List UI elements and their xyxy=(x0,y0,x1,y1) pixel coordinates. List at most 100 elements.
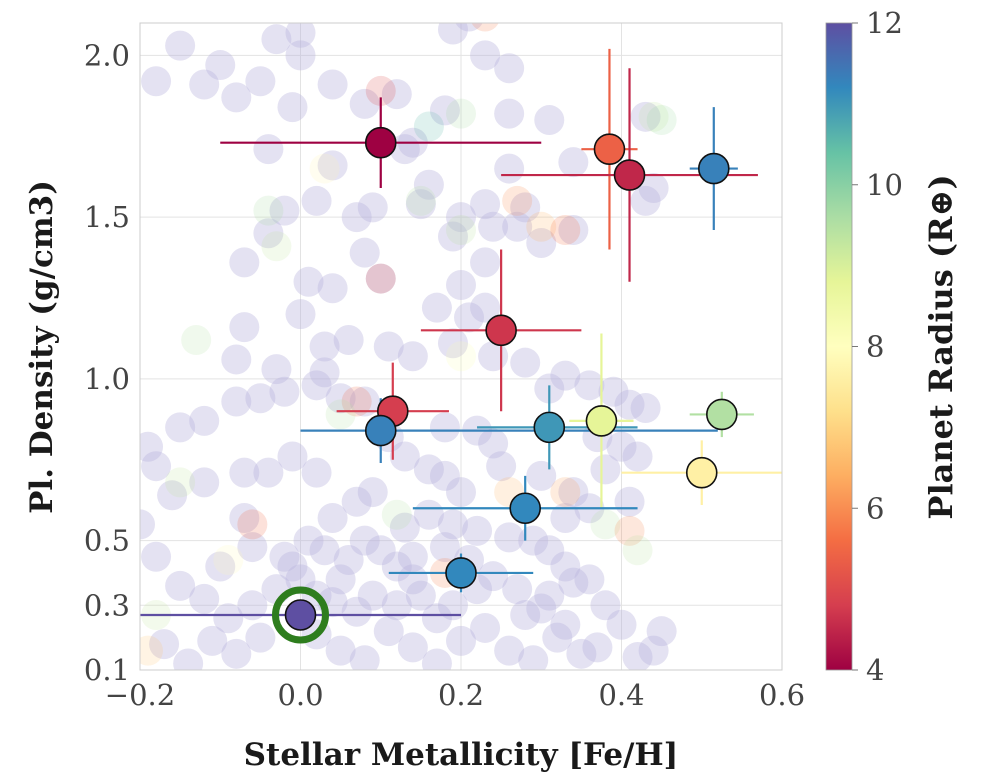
background-point xyxy=(157,480,188,511)
background-point xyxy=(510,347,541,378)
background-point-colored xyxy=(365,263,396,294)
background-point xyxy=(189,583,220,614)
data-point xyxy=(364,126,397,159)
background-point-colored xyxy=(341,386,372,417)
background-point-colored xyxy=(502,185,533,216)
background-point xyxy=(446,270,476,301)
background-point xyxy=(622,642,653,670)
background-point xyxy=(325,564,356,595)
background-point xyxy=(357,477,388,508)
background-point xyxy=(221,82,252,113)
background-point xyxy=(221,638,252,669)
background-point xyxy=(197,625,228,656)
background-point xyxy=(325,383,356,414)
background-point xyxy=(189,405,220,436)
y-axis-title: Pl. Density (g/cm3) xyxy=(24,180,60,514)
background-point xyxy=(494,53,525,84)
background-point xyxy=(534,535,565,566)
background-point xyxy=(421,603,452,634)
background-point xyxy=(237,590,268,621)
plot-frame xyxy=(139,22,783,671)
background-point xyxy=(349,88,380,119)
background-point-colored xyxy=(140,635,164,666)
data-point xyxy=(284,599,317,631)
background-point-colored xyxy=(413,111,444,142)
background-point-colored xyxy=(261,231,292,262)
background-point xyxy=(253,134,284,165)
background-point xyxy=(389,441,420,472)
colorbar-tick-label: 12 xyxy=(866,6,903,40)
background-point xyxy=(333,545,364,576)
y-tick-label: 0.3 xyxy=(84,588,130,622)
background-point xyxy=(437,328,468,359)
background-point-colored xyxy=(526,211,557,242)
background-point xyxy=(429,532,460,563)
background-point xyxy=(397,341,428,372)
background-point xyxy=(381,590,412,621)
background-point xyxy=(293,266,324,297)
background-point xyxy=(550,609,581,640)
colorbar-tick-label: 8 xyxy=(866,330,884,364)
background-point xyxy=(229,312,260,343)
background-point xyxy=(558,147,589,178)
background-point xyxy=(141,66,172,97)
data-point xyxy=(509,492,542,525)
background-point xyxy=(277,441,308,472)
y-tick-labels: 0.1 0.3 0.5 1.0 1.5 2.0 xyxy=(84,38,130,687)
background-point xyxy=(421,292,452,323)
background-point xyxy=(413,454,444,485)
background-point xyxy=(269,541,300,572)
background-point xyxy=(165,570,196,601)
background-point-colored xyxy=(181,325,212,356)
background-point-colored xyxy=(237,509,268,540)
background-point xyxy=(437,221,468,252)
background-point xyxy=(590,590,621,621)
background-point xyxy=(317,502,348,533)
background-point xyxy=(630,185,661,216)
background-point xyxy=(470,189,501,220)
background-point xyxy=(494,635,525,666)
background-point xyxy=(590,454,621,485)
data-point xyxy=(485,314,517,347)
background-point xyxy=(245,622,276,653)
background-point xyxy=(630,101,661,132)
background-point xyxy=(349,237,380,268)
background-point xyxy=(574,564,605,595)
colorbar-tick-label: 10 xyxy=(866,168,903,202)
background-point xyxy=(349,525,380,556)
y-tick-label: 1.0 xyxy=(84,362,130,396)
background-point xyxy=(285,299,316,330)
background-point xyxy=(140,509,155,540)
background-point xyxy=(502,211,533,242)
background-point xyxy=(558,477,589,508)
background-point xyxy=(285,564,316,595)
y-tick-label: 0.5 xyxy=(84,524,130,558)
background-point xyxy=(301,370,332,401)
background-point xyxy=(429,460,460,491)
background-point-colored xyxy=(446,98,476,129)
background-point xyxy=(357,580,388,611)
background-point xyxy=(446,202,476,233)
background-point xyxy=(333,325,364,356)
highlight-ring xyxy=(272,586,329,644)
background-point xyxy=(478,561,509,592)
background-point xyxy=(301,457,332,488)
background-point-colored xyxy=(213,545,244,576)
background-point xyxy=(606,609,637,640)
background-point-colored xyxy=(446,341,476,372)
background-point xyxy=(638,172,669,203)
background-point xyxy=(550,360,581,391)
background-point xyxy=(558,215,589,246)
background-point xyxy=(269,195,300,226)
background-point xyxy=(293,525,324,556)
background-point-colored xyxy=(638,101,669,132)
data-point xyxy=(533,411,566,444)
background-point-colored xyxy=(471,23,499,32)
background-point xyxy=(389,512,420,543)
data-points xyxy=(272,126,738,644)
background-point xyxy=(606,431,637,462)
background-point xyxy=(478,428,509,459)
background-point xyxy=(213,603,244,634)
background-point xyxy=(237,532,268,563)
background-point xyxy=(165,30,196,61)
